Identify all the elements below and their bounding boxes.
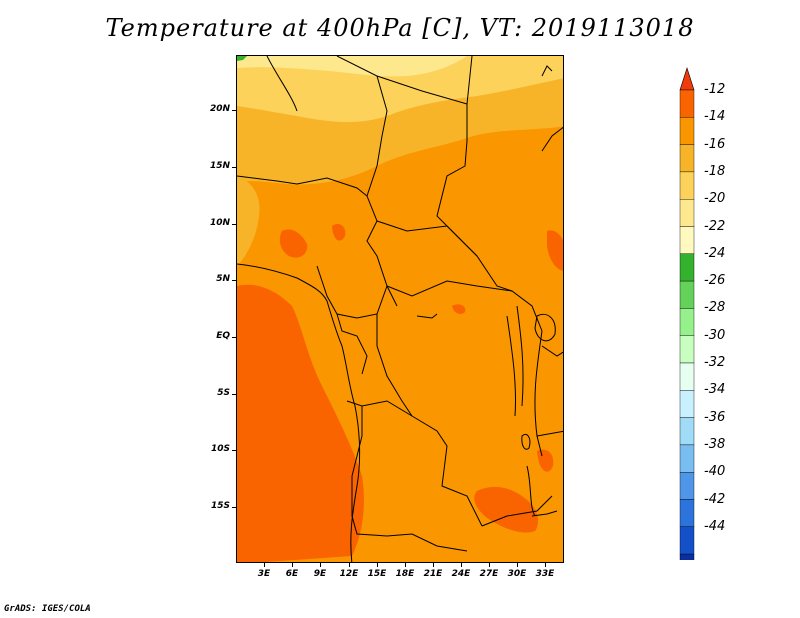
colorbar-segment [679,553,695,560]
y-tick-label: 5N [216,274,230,284]
colorbar-segment [679,144,695,173]
x-tick [292,563,293,567]
x-tick-label: 12E [339,569,359,579]
y-tick-label: EQ [216,331,230,341]
field-warm-nigeria [279,229,308,258]
y-tick [232,507,236,508]
x-tick [320,563,321,567]
colorbar-label: -42 [704,491,726,507]
y-tick-label: 15S [210,501,230,511]
plot-title: Temperature at 400hPa [C], VT: 201911301… [105,14,695,42]
colorbar-label: -22 [704,218,726,234]
y-tick [232,280,236,281]
grads-credit: GrADS: IGES/COLA [4,604,91,614]
y-tick [232,224,236,225]
y-tick-label: 10S [210,444,230,454]
x-tick [517,563,518,567]
colorbar-label: -26 [704,273,726,289]
field-warm-cameroon [332,224,346,241]
colorbar-segment [679,472,695,500]
field-warm-east-2 [474,486,539,533]
colorbar-label: -12 [704,82,726,97]
x-tick [545,563,546,567]
lakes [521,313,558,517]
x-tick [377,563,378,567]
colorbar-segment [679,280,695,309]
y-tick [232,450,236,451]
field-warm-east-1 [547,230,563,271]
colorbar-label: -36 [704,409,726,425]
colorbar-segment [679,362,695,391]
x-tick [489,563,490,567]
y-tick-label: 15N [209,161,230,171]
field-band-coolest-north [237,56,467,77]
colorbar-label: -38 [704,436,726,452]
x-tick [264,563,265,567]
y-tick [232,337,236,338]
colorbar-label: -34 [704,382,726,398]
colorbar-label: -40 [704,464,726,480]
y-tick-label: 10N [209,218,230,228]
x-tick [433,563,434,567]
x-tick-label: 30E [507,569,527,579]
colorbar-label: -28 [704,300,726,316]
colorbar-label: -14 [704,109,726,125]
y-tick [232,167,236,168]
field-warm-west-coast [237,284,364,562]
country-borders [237,56,563,552]
map-panel [236,55,564,563]
colorbar-label: -16 [704,136,726,152]
coastlines [237,65,563,562]
y-tick [232,394,236,395]
colorbar-segment [679,253,695,282]
colorbar-label: -20 [704,191,726,207]
colorbar-label: -30 [704,327,726,343]
field-band-mid-west [237,176,260,266]
colorbar-segment [679,226,695,254]
colorbar-label: -18 [704,163,726,179]
x-tick-label: 33E [535,569,555,579]
x-tick [349,563,350,567]
x-tick-label: 21E [423,569,443,579]
x-tick-label: 27E [479,569,499,579]
colorbar-label: -44 [704,518,726,534]
colorbar-segment [679,526,695,555]
field-warm-east-3 [537,449,554,472]
colorbar-segment [679,117,695,145]
colorbar-top-arrow [679,67,695,91]
x-tick-label: 15E [367,569,387,579]
colorbar [679,67,695,560]
colorbar-segment [679,335,695,364]
colorbar-label: -32 [704,355,726,370]
field-band-cool-north [237,56,563,123]
x-tick-label: 9E [313,569,327,579]
x-tick [461,563,462,567]
colorbar-segment [679,499,695,527]
colorbar-segment [679,390,695,418]
y-tick-label: 5S [217,388,230,398]
x-tick-label: 24E [451,569,471,579]
field-warm-central [452,304,466,314]
colorbar-label: -24 [704,245,726,261]
x-tick-label: 6E [285,569,299,579]
colorbar-segment [679,89,695,118]
x-tick-label: 3E [257,569,271,579]
y-tick-label: 20N [209,104,230,114]
colorbar-segment [679,198,695,227]
colorbar-segment [679,308,695,336]
x-tick-label: 18E [395,569,415,579]
y-tick [232,110,236,111]
field-spot-green [237,56,247,61]
colorbar-segment [679,171,695,200]
colorbar-segment [679,417,695,446]
temperature-map [237,56,563,562]
x-tick [405,563,406,567]
colorbar-segment [679,444,695,473]
